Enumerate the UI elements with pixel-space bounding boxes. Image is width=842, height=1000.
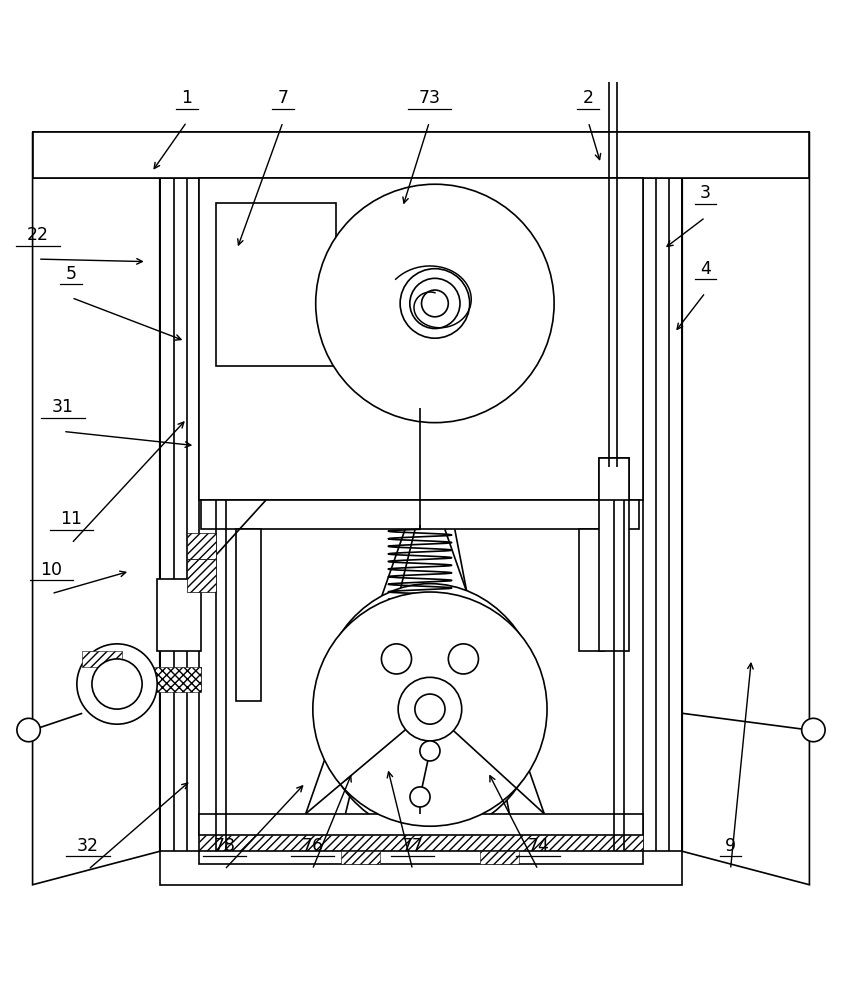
Text: 1: 1 — [181, 89, 192, 107]
Polygon shape — [33, 132, 160, 885]
Text: 5: 5 — [66, 265, 77, 283]
Circle shape — [410, 787, 430, 807]
Text: 4: 4 — [700, 260, 711, 278]
Circle shape — [92, 659, 142, 709]
Bar — [157, 579, 201, 651]
Bar — [187, 559, 216, 592]
Circle shape — [77, 644, 157, 724]
Circle shape — [313, 592, 547, 826]
Circle shape — [398, 677, 461, 741]
Bar — [201, 500, 638, 529]
Bar — [480, 851, 520, 864]
Bar — [200, 814, 642, 835]
Text: 11: 11 — [61, 510, 83, 528]
Text: 73: 73 — [418, 89, 440, 107]
Text: 78: 78 — [213, 837, 236, 855]
Text: 7: 7 — [278, 89, 289, 107]
Circle shape — [448, 644, 478, 674]
Circle shape — [400, 269, 470, 338]
Bar — [599, 458, 629, 500]
Circle shape — [420, 741, 440, 761]
Bar — [237, 529, 261, 701]
Circle shape — [381, 644, 412, 674]
Text: 76: 76 — [301, 837, 323, 855]
Bar — [200, 851, 642, 864]
Bar — [200, 178, 642, 500]
Circle shape — [410, 278, 460, 329]
Bar — [83, 667, 201, 692]
Bar — [200, 835, 642, 851]
Ellipse shape — [318, 584, 541, 835]
Bar — [216, 203, 336, 366]
Circle shape — [802, 718, 825, 742]
Polygon shape — [682, 132, 809, 885]
Text: 3: 3 — [700, 184, 711, 202]
Circle shape — [316, 184, 554, 423]
Text: 10: 10 — [40, 561, 62, 579]
Bar — [83, 651, 122, 667]
Text: 31: 31 — [52, 398, 74, 416]
Bar — [33, 132, 809, 178]
Circle shape — [415, 694, 445, 724]
Circle shape — [422, 290, 448, 317]
Text: 74: 74 — [527, 837, 549, 855]
Bar — [160, 851, 682, 885]
Text: 9: 9 — [725, 837, 736, 855]
Text: 32: 32 — [77, 837, 99, 855]
Text: 77: 77 — [402, 837, 424, 855]
Bar — [33, 132, 809, 178]
Circle shape — [17, 718, 40, 742]
Text: 2: 2 — [583, 89, 594, 107]
Bar — [599, 458, 629, 651]
Bar — [579, 529, 604, 651]
Text: 22: 22 — [27, 226, 49, 244]
Bar — [187, 533, 216, 559]
Bar — [340, 851, 381, 864]
